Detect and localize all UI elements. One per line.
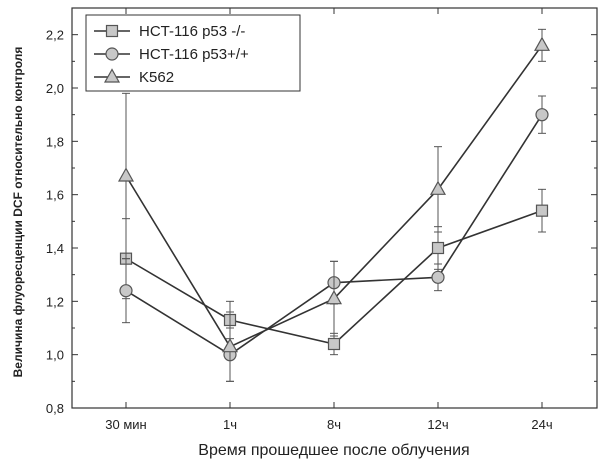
y-tick-label: 1,6 [46, 188, 64, 203]
data-point [533, 36, 551, 51]
x-axis-label: Время прошедшее после облучения [198, 442, 469, 459]
y-tick-label: 1,0 [46, 348, 64, 363]
data-point [327, 337, 341, 351]
data-point [119, 284, 133, 298]
y-tick-label: 0,8 [46, 401, 64, 416]
legend-marker [103, 68, 121, 83]
y-axis: 0,8 1,0 1,2 1,4 1,6 1,8 2,0 2,2 [46, 28, 597, 416]
data-point [535, 108, 549, 122]
legend-label: K562 [139, 69, 174, 86]
x-tick-label: 30 мин [105, 417, 146, 432]
y-tick-label: 1,8 [46, 134, 64, 149]
data-point [535, 204, 549, 217]
x-tick-label: 8ч [327, 417, 341, 432]
data-point [429, 180, 447, 195]
data-point [221, 337, 239, 353]
y-axis-label: Величина флуоресценции DCF относительно … [11, 47, 25, 378]
y-tick-label: 1,4 [46, 241, 64, 256]
legend-label: HCT-116 p53 -/- [139, 23, 245, 40]
legend-box [85, 14, 301, 92]
x-axis: 30 мин 1ч 8ч 12ч 24ч [105, 8, 553, 432]
data-point [431, 270, 445, 284]
y-tick-label: 1,2 [46, 294, 64, 309]
series-triangle [117, 28, 551, 382]
x-tick-label: 12ч [427, 417, 448, 432]
data-point [117, 167, 135, 182]
legend-label: HCT-116 p53+/+ [139, 46, 249, 63]
x-tick-label: 24ч [531, 417, 552, 432]
legend-marker [105, 47, 119, 61]
x-tick-label: 1ч [223, 417, 237, 432]
y-tick-label: 2,2 [46, 28, 64, 43]
data-point [325, 289, 343, 305]
series-group [117, 28, 551, 382]
y-tick-label: 2,0 [46, 81, 64, 96]
legend: HCT-116 p53 -/- HCT-116 p53+/+ K562 [85, 14, 301, 92]
data-point [431, 241, 445, 255]
legend-marker [105, 24, 119, 38]
